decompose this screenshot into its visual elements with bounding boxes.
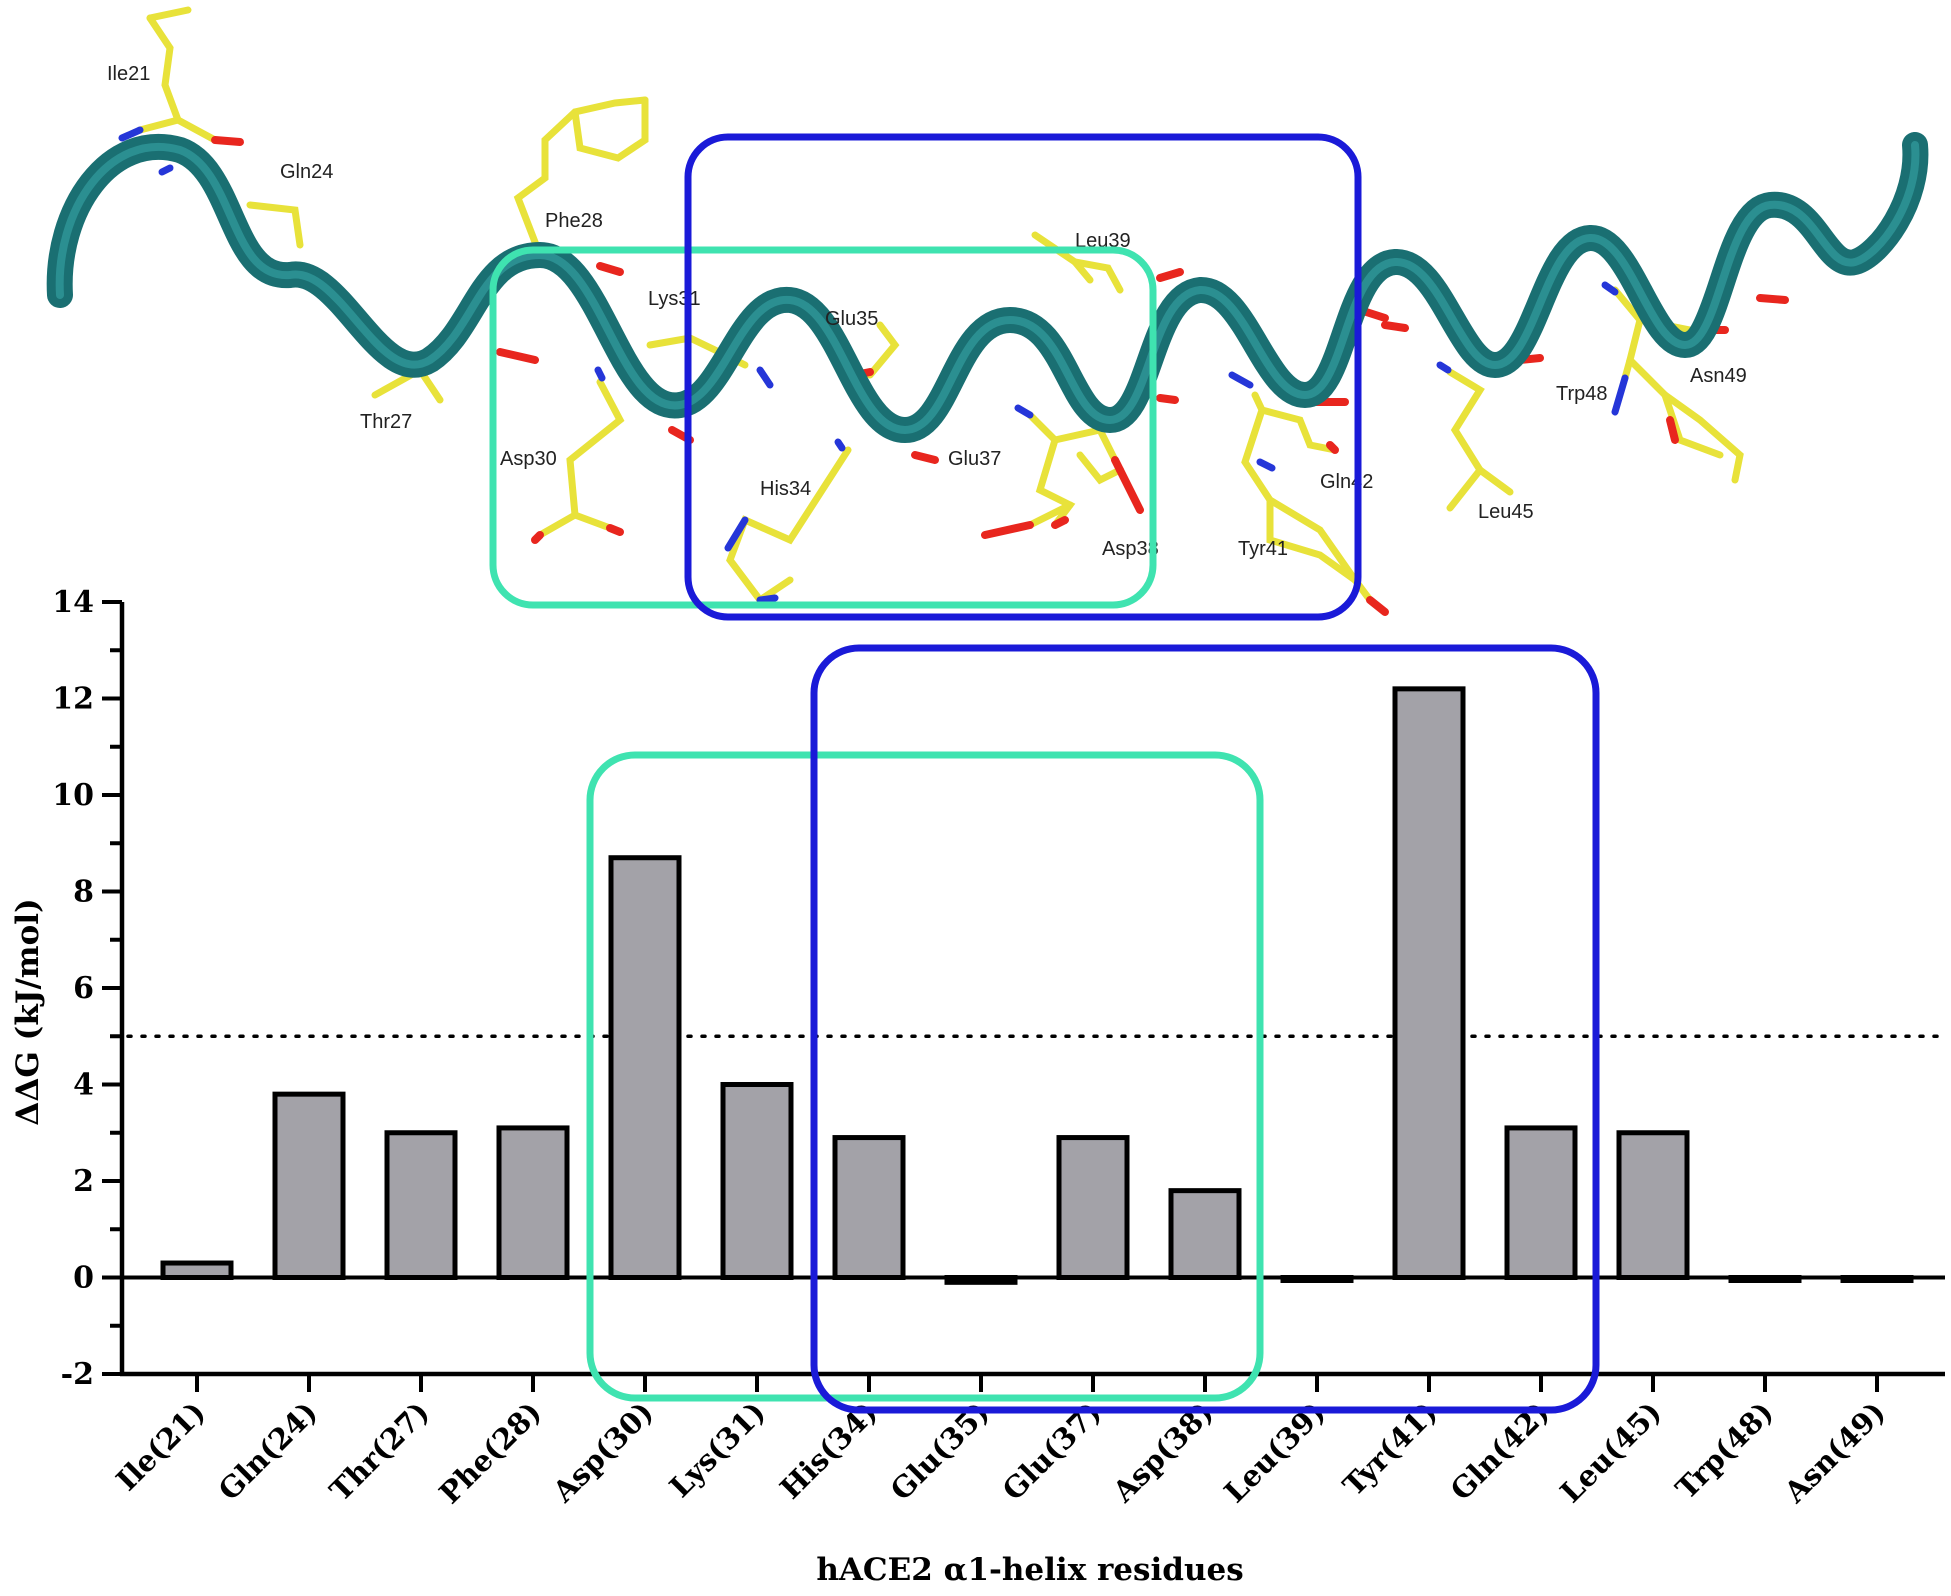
chart-box-green xyxy=(586,751,1264,1402)
structure-box-green xyxy=(489,246,1157,609)
y-tick-label: 10 xyxy=(52,778,94,813)
y-tick-label: 6 xyxy=(73,971,94,1006)
helix-structure: Ile21 Gln24 Phe28 Lys31 Glu35 Leu39 Thr2… xyxy=(46,6,1929,616)
bar-glu37 xyxy=(1056,1135,1130,1280)
y-tick-label: 14 xyxy=(52,585,94,620)
label-gln42: Gln42 xyxy=(1320,471,1373,493)
x-tick-label: Thr(27) xyxy=(323,1395,436,1508)
x-tick-label: Phe(28) xyxy=(433,1395,548,1510)
bar-his34 xyxy=(832,1135,906,1280)
y-tick-label: -2 xyxy=(61,1357,94,1392)
label-phe28: Phe28 xyxy=(545,210,603,232)
y-tick-label: 4 xyxy=(73,1068,94,1103)
structure-box-blue xyxy=(684,133,1362,621)
bar-gln24 xyxy=(272,1091,346,1281)
label-asp38: Asp38 xyxy=(1102,538,1159,560)
label-his34: His34 xyxy=(760,478,811,500)
x-tick-label: Asn(49) xyxy=(1777,1395,1892,1510)
bar-phe28 xyxy=(496,1125,570,1281)
ddg-bar-chart: -2 0 2 4 6 8 10 12 14 Ile(21) Gln(24) Thr(27)Phe(2… xyxy=(10,585,1947,1588)
bar-leu45 xyxy=(1616,1130,1690,1280)
bar-ile21 xyxy=(160,1260,234,1281)
label-glu35: Glu35 xyxy=(825,308,878,330)
label-asn49: Asn49 xyxy=(1690,365,1747,387)
label-thr27: Thr27 xyxy=(360,411,412,433)
bar-gln42 xyxy=(1504,1125,1578,1281)
side-chains xyxy=(118,6,1789,616)
label-lys31: Lys31 xyxy=(648,288,701,310)
bar-lys31 xyxy=(720,1082,794,1280)
bar-tyr41 xyxy=(1392,686,1466,1280)
y-tick-label: 2 xyxy=(73,1164,94,1199)
chart-box-blue xyxy=(810,644,1600,1414)
bar-thr27 xyxy=(384,1130,458,1280)
x-tick-label: Ile(21) xyxy=(110,1395,212,1497)
x-axis-title: hACE2 α1-helix residues xyxy=(816,1552,1243,1588)
y-tick-label: 12 xyxy=(52,682,94,717)
y-tick-label: 0 xyxy=(73,1261,94,1296)
label-glu37: Glu37 xyxy=(948,448,1001,470)
x-tick-label: Leu(45) xyxy=(1554,1395,1668,1509)
label-ile21: Ile21 xyxy=(107,63,150,85)
label-asp30: Asp30 xyxy=(500,448,557,470)
x-tick-label: Gln(24) xyxy=(212,1395,324,1507)
x-tick-label: Asp(30) xyxy=(545,1395,659,1509)
label-leu45: Leu45 xyxy=(1478,501,1534,523)
label-tyr41: Tyr41 xyxy=(1238,538,1288,560)
y-tick-label: 8 xyxy=(73,875,94,910)
x-tick-label: Trp(48) xyxy=(1669,1395,1780,1506)
x-tick-label: Lys(31) xyxy=(663,1395,772,1504)
bar-asp38 xyxy=(1168,1188,1242,1281)
bar-asp30 xyxy=(608,855,682,1280)
label-trp48: Trp48 xyxy=(1556,383,1608,405)
y-axis-title: ΔΔG (kJ/mol) xyxy=(10,898,46,1125)
label-gln24: Gln24 xyxy=(280,161,333,183)
